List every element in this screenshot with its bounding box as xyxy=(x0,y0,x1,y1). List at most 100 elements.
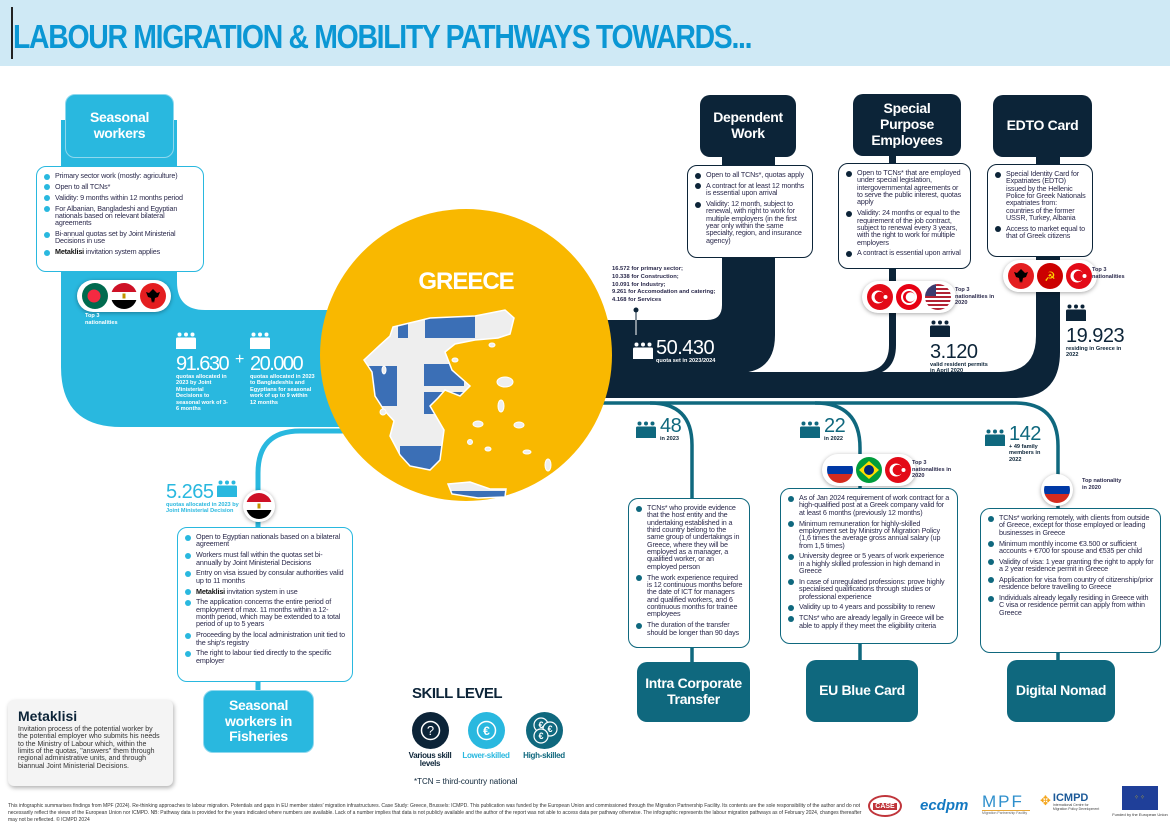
stat-caption: residing in Greece in 2022 xyxy=(1066,346,1122,359)
stat-caption: quotas allocated in 2023 to Bangladeshis… xyxy=(250,374,315,406)
nomad-stat: 142 + 49 family members in 2022 xyxy=(985,424,1041,463)
russia-flag-icon xyxy=(1044,477,1070,503)
list-item: Individuals already legally residing in … xyxy=(988,594,1154,616)
list-item: Open to TCNs* that are employed under sp… xyxy=(846,169,964,206)
people-icon xyxy=(1066,304,1126,326)
list-item: TCNs* working remotely, with clients fro… xyxy=(988,514,1154,536)
special-flags-caption: Top 3 nationalities in 2020 xyxy=(955,287,995,307)
pathway-intra-corporate-transfer[interactable]: Intra Corporate Transfer xyxy=(637,662,750,722)
list-item: University degree or 5 years of work exp… xyxy=(788,552,951,574)
bluecard-line xyxy=(814,401,862,662)
bluecard-info-box: As of Jan 2024 requirement of work contr… xyxy=(780,488,958,644)
stat-value: 142 xyxy=(1009,423,1041,445)
special-flags xyxy=(862,281,956,313)
list-item: The duration of the transfer should be l… xyxy=(636,621,743,636)
people-icon xyxy=(985,429,1005,463)
usa-flag-icon xyxy=(925,284,951,310)
case-logo-text: CASE xyxy=(873,802,897,810)
fisheries-info-box: Open to Egyptian nationals based on a bi… xyxy=(177,527,353,682)
plus-sign: + xyxy=(235,351,244,368)
bluecard-stat: 22 in 2022 xyxy=(800,415,846,443)
list-item: TCNs* who provide evidence that the host… xyxy=(636,504,743,570)
breakdown-line: 10.091 for Industry; xyxy=(612,281,666,288)
list-item: Primary sector work (mostly: agriculture… xyxy=(44,172,197,180)
stat-caption: + 49 family members in 2022 xyxy=(1009,444,1041,463)
brazil-flag-icon xyxy=(856,457,882,483)
pathway-edto-card[interactable]: EDTO Card xyxy=(993,95,1092,157)
stat-value: 20.000 xyxy=(250,353,304,375)
breakdown-line: 16.572 for primary sector; xyxy=(612,266,683,272)
stat-caption: in 2023 xyxy=(660,436,679,442)
ict-stat: 48 in 2023 xyxy=(636,415,682,443)
list-item: Validity: 12 month, subject to renewal, … xyxy=(695,200,806,244)
list-item: Application for visa from country of cit… xyxy=(988,576,1154,591)
list-item: Entry on visa issued by consular authori… xyxy=(185,569,346,584)
tcn-note: *TCN = third-country national xyxy=(414,777,518,786)
case-logo: CASE xyxy=(868,795,902,817)
list-item: Access to market equal to that of Greek … xyxy=(995,225,1086,240)
svg-text:€: € xyxy=(538,720,543,730)
list-item: Bi-annual quotas set by Joint Ministeria… xyxy=(44,230,197,245)
icmpd-sub: International Centre for Migration Polic… xyxy=(1052,803,1100,811)
special-info-box: Open to TCNs* that are employed under sp… xyxy=(838,163,971,269)
title-rule xyxy=(11,7,13,59)
nomad-info-box: TCNs* working remotely, with clients fro… xyxy=(980,508,1161,653)
nomad-flags xyxy=(1041,474,1073,506)
fisheries-stat: 5.265 quotas allocated in 2023 by Joint … xyxy=(166,480,241,515)
turkey-flag-icon xyxy=(867,284,893,310)
list-item: As of Jan 2024 requirement of work contr… xyxy=(788,494,951,516)
list-item: Validity of visa: 1 year granting the ri… xyxy=(988,558,1154,573)
egypt-flag-icon xyxy=(111,283,137,309)
icmpd-mark-icon: ✥ xyxy=(1040,793,1051,808)
stat-value: 3.120 xyxy=(930,341,978,363)
list-item: A contract is essential upon arrival xyxy=(846,249,964,258)
turkey-flag-icon xyxy=(885,457,911,483)
stat-value: 22 xyxy=(824,415,846,437)
breakdown-line: 10.338 for Construction; xyxy=(612,273,679,280)
list-item: Validity up to 4 years and possibility t… xyxy=(788,603,951,612)
footer-disclaimer: This infographic summarises findings fro… xyxy=(8,803,862,823)
svg-text:€: € xyxy=(547,724,552,734)
special-stat: 3.120 valid resident permits in April 20… xyxy=(930,320,990,375)
svg-text:☭: ☭ xyxy=(1044,269,1056,284)
list-item: Metaklisi invitation system applies xyxy=(44,248,197,257)
stat-value: 19.923 xyxy=(1066,325,1125,347)
svg-text:?: ? xyxy=(427,723,434,738)
list-item: Metaklisi invitation system in use xyxy=(185,587,346,596)
list-item: Proceeding by the local administration u… xyxy=(185,631,346,646)
pathway-special-purpose-employees[interactable]: Special Purpose Employees xyxy=(853,94,961,156)
icmpd-text: ICMPD xyxy=(1052,792,1089,804)
pathway-seasonal-workers[interactable]: Seasonal workers xyxy=(65,94,174,158)
fisheries-line xyxy=(255,428,350,692)
pathway-seasonal-workers-fisheries[interactable]: Seasonal workers in Fisheries xyxy=(203,690,314,753)
dependent-info-box: Open to all TCNs*, quotas apply A contrac… xyxy=(687,165,813,258)
edto-flags-caption: Top 3 nationalities xyxy=(1092,267,1125,280)
stat-value: 5.265 xyxy=(166,481,214,503)
people-icon xyxy=(930,320,990,342)
stat-caption: quota set in 2023/2024 xyxy=(656,358,716,364)
mpf-logo: MPF Migration Partnership Facility xyxy=(982,793,1030,815)
people-icon xyxy=(216,480,237,502)
stat-value: 48 xyxy=(660,415,682,437)
people-icon xyxy=(800,421,820,443)
list-item: For Albanian, Bangladeshi and Egyptian n… xyxy=(44,204,197,227)
header: LABOUR MIGRATION & MOBILITY PATHWAYS TOW… xyxy=(0,0,1170,66)
people-icon xyxy=(636,421,656,443)
seasonal-info-box: Primary sector work (mostly: agriculture… xyxy=(36,166,204,272)
pathway-dependent-work[interactable]: Dependent Work xyxy=(700,95,796,157)
greece-circle xyxy=(320,209,612,501)
pathway-eu-blue-card[interactable]: EU Blue Card xyxy=(806,660,918,722)
pathway-digital-nomad[interactable]: Digital Nomad xyxy=(1007,660,1115,722)
eu-flag-icon: ⁘⁘ xyxy=(1122,786,1158,810)
ussr-flag-icon: ☭ xyxy=(1037,263,1063,289)
svg-text:€: € xyxy=(538,731,543,741)
ecdpm-logo: ecdpm xyxy=(920,797,969,814)
skill-label-high: High-skilled xyxy=(523,751,565,760)
turkey-flag-icon xyxy=(1066,263,1092,289)
list-item: Open to Egyptian nationals based on a bi… xyxy=(185,533,346,548)
people-icon xyxy=(250,332,315,354)
stat-caption: in 2022 xyxy=(824,436,843,442)
question-icon: ? xyxy=(412,712,449,749)
people-icon xyxy=(633,342,653,364)
list-item: Workers must fall within the quotas set … xyxy=(185,551,346,566)
